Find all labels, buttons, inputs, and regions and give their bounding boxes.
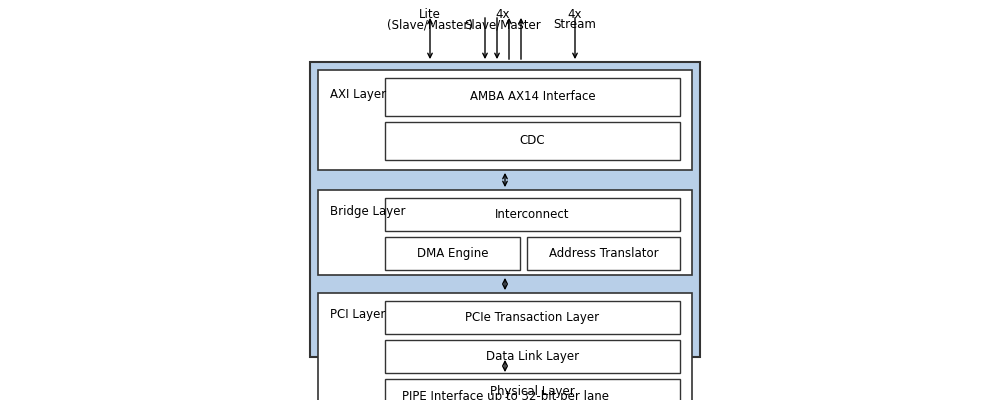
Bar — [527, 237, 680, 270]
Text: Bridge Layer: Bridge Layer — [330, 205, 406, 218]
Text: Address Translator: Address Translator — [549, 247, 658, 260]
Text: 4x: 4x — [496, 8, 510, 21]
Bar — [318, 293, 692, 400]
Bar — [385, 340, 680, 373]
Bar — [385, 237, 520, 270]
Text: 4x: 4x — [568, 8, 582, 21]
Bar — [385, 122, 680, 160]
Bar — [385, 78, 680, 116]
Text: Data Link Layer: Data Link Layer — [486, 350, 579, 363]
Bar — [310, 62, 700, 357]
Text: Stream: Stream — [554, 18, 596, 31]
Text: AXI Layer: AXI Layer — [330, 88, 386, 101]
Text: DMA Engine: DMA Engine — [417, 247, 488, 260]
Text: Slave/Master: Slave/Master — [465, 18, 541, 31]
Bar — [318, 190, 692, 275]
Text: AMBA AX14 Interface: AMBA AX14 Interface — [470, 90, 595, 104]
Text: Physical Layer: Physical Layer — [490, 384, 575, 398]
Bar — [385, 301, 680, 334]
Bar — [318, 70, 692, 170]
Text: Interconnect: Interconnect — [495, 208, 570, 221]
Text: Lite: Lite — [419, 8, 441, 21]
Text: (Slave/Master): (Slave/Master) — [387, 18, 473, 31]
Text: CDC: CDC — [520, 134, 545, 148]
Bar — [385, 198, 680, 231]
Text: PCIe Transaction Layer: PCIe Transaction Layer — [465, 311, 600, 324]
Bar — [385, 379, 680, 400]
Text: PCI Layer: PCI Layer — [330, 308, 385, 321]
Text: PIPE Interface up to 32-bit per lane: PIPE Interface up to 32-bit per lane — [402, 390, 608, 400]
